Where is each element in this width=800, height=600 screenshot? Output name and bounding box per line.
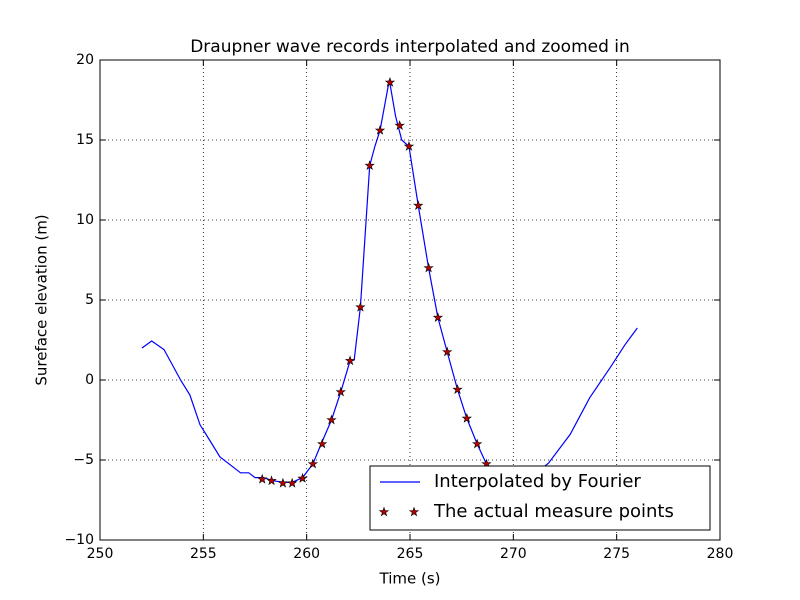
chart-title: Draupner wave records interpolated and z… <box>190 37 630 57</box>
x-tick-label: 270 <box>500 546 527 562</box>
y-axis-label: Sureface elevation (m) <box>33 214 51 385</box>
data-point <box>307 458 319 469</box>
y-tick-label: 20 <box>76 52 94 68</box>
x-tick-label: 280 <box>707 546 734 562</box>
y-tick-label: 15 <box>76 132 94 148</box>
data-point <box>374 124 386 135</box>
data-point <box>287 477 298 488</box>
y-tick-label: 0 <box>85 372 94 388</box>
data-point <box>472 438 483 449</box>
data-point <box>326 414 337 425</box>
data-point <box>297 472 308 483</box>
data-point <box>277 477 289 488</box>
data-point <box>403 140 415 151</box>
x-tick-label: 260 <box>293 546 320 562</box>
data-point <box>317 438 328 449</box>
plot-frame <box>99 59 721 541</box>
data-point <box>257 473 268 484</box>
legend-swatch <box>378 506 390 517</box>
data-point <box>423 262 434 273</box>
data-point <box>364 160 375 170</box>
y-tick-label: −5 <box>73 452 94 468</box>
x-tick-label: 250 <box>87 546 114 562</box>
legend: Interpolated by Fourier The actual measur… <box>369 465 711 531</box>
x-tick-label: 255 <box>190 546 217 562</box>
y-tick-label: −10 <box>64 532 94 548</box>
y-tick-label: 10 <box>76 212 94 228</box>
data-point <box>442 346 453 357</box>
legend-label: Interpolated by Fourier <box>434 471 641 492</box>
data-point <box>384 76 396 87</box>
data-point <box>344 355 356 366</box>
data-point <box>461 412 472 423</box>
data-point <box>432 312 444 322</box>
data-point <box>355 301 366 312</box>
data-point <box>394 120 405 130</box>
legend-swatch <box>408 506 420 517</box>
data-point <box>413 200 424 210</box>
x-axis-label: Time (s) <box>379 570 441 588</box>
y-tick-label: 5 <box>85 292 94 308</box>
legend-label: The actual measure points <box>433 501 674 522</box>
x-tick-label: 265 <box>397 546 424 562</box>
data-point <box>335 386 346 397</box>
data-point <box>266 475 277 486</box>
data-point <box>452 384 463 394</box>
legend-box <box>369 465 711 531</box>
x-tick-label: 275 <box>603 546 630 562</box>
